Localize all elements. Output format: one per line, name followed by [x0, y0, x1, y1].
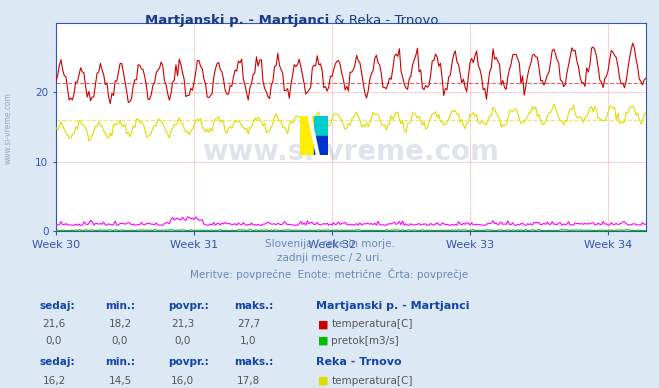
- Text: pretok[m3/s]: pretok[m3/s]: [331, 336, 399, 346]
- Text: temperatura[C]: temperatura[C]: [331, 376, 413, 386]
- Text: ■: ■: [318, 336, 328, 346]
- Text: 16,2: 16,2: [42, 376, 66, 386]
- Text: www.si-vreme.com: www.si-vreme.com: [3, 92, 13, 164]
- Text: 14,5: 14,5: [108, 376, 132, 386]
- Text: 0,0: 0,0: [46, 336, 62, 346]
- Text: sedaj:: sedaj:: [40, 357, 75, 367]
- Bar: [314, 136, 328, 155]
- Text: Meritve: povprečne  Enote: metrične  Črta: povprečje: Meritve: povprečne Enote: metrične Črta:…: [190, 268, 469, 280]
- Polygon shape: [308, 116, 319, 155]
- Text: Martjanski p. - Martjanci & Reka - Trnovo: Martjanski p. - Martjanci & Reka - Trnov…: [195, 14, 464, 27]
- Text: temperatura[C]: temperatura[C]: [331, 319, 413, 329]
- Text: Slovenija / reke in morje.: Slovenija / reke in morje.: [264, 239, 395, 249]
- Text: min.:: min.:: [105, 301, 136, 311]
- Text: 21,3: 21,3: [171, 319, 194, 329]
- Text: 21,6: 21,6: [42, 319, 66, 329]
- Text: 17,8: 17,8: [237, 376, 260, 386]
- Text: Martjanski p. - Martjanci: Martjanski p. - Martjanci: [316, 301, 470, 311]
- Text: maks.:: maks.:: [234, 301, 273, 311]
- Text: sedaj:: sedaj:: [40, 301, 75, 311]
- Bar: [300, 116, 314, 155]
- Text: 0,0: 0,0: [112, 336, 128, 346]
- Text: povpr.:: povpr.:: [168, 357, 209, 367]
- Text: www.si-vreme.com: www.si-vreme.com: [202, 138, 500, 166]
- Text: & Reka - Trnovo: & Reka - Trnovo: [330, 14, 438, 27]
- Text: zadnji mesec / 2 uri.: zadnji mesec / 2 uri.: [277, 253, 382, 263]
- Text: maks.:: maks.:: [234, 357, 273, 367]
- Text: ■: ■: [318, 319, 328, 329]
- Text: 0,0: 0,0: [175, 336, 190, 346]
- Text: 1,0: 1,0: [240, 336, 257, 346]
- Text: min.:: min.:: [105, 357, 136, 367]
- Text: ■: ■: [318, 376, 328, 386]
- Text: 27,7: 27,7: [237, 319, 260, 329]
- Text: povpr.:: povpr.:: [168, 301, 209, 311]
- Text: Martjanski p. - Martjanci: Martjanski p. - Martjanci: [145, 14, 330, 27]
- Text: 18,2: 18,2: [108, 319, 132, 329]
- Text: 16,0: 16,0: [171, 376, 194, 386]
- Text: Reka - Trnovo: Reka - Trnovo: [316, 357, 402, 367]
- Bar: [314, 116, 328, 136]
